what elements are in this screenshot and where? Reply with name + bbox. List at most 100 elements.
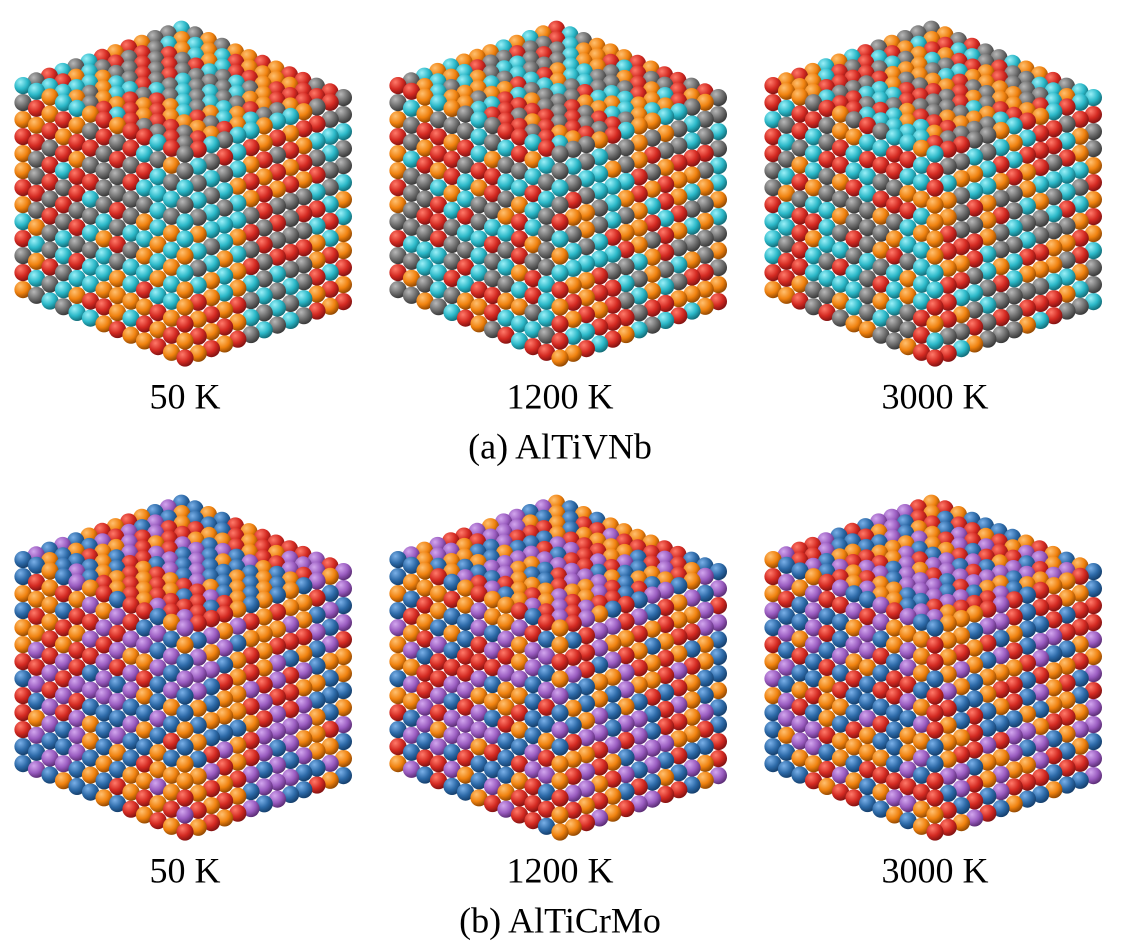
atom [524,795,542,813]
atom [68,641,86,660]
atom [764,721,782,739]
atom [818,709,836,728]
atom [81,664,100,682]
atom [885,128,904,146]
atom [14,721,32,739]
atom [1058,623,1076,641]
atom [81,613,100,631]
atom [657,717,675,736]
atom [149,134,167,152]
atom [122,766,140,784]
atom [1058,640,1076,658]
atom [670,594,688,612]
atom [176,179,194,197]
atom [416,562,434,580]
atom [858,235,877,254]
atom [176,806,194,824]
atom [630,168,648,186]
atom [510,162,529,180]
atom [1071,686,1089,704]
atom [591,335,609,353]
atom [939,293,957,311]
atom [229,177,247,195]
atom [979,804,997,822]
atom [604,330,622,348]
atom [470,315,488,333]
atom [242,206,260,225]
atom [939,327,957,345]
atom [135,230,154,248]
atom [162,647,181,665]
atom [777,573,796,591]
atom [657,632,675,651]
atom [630,236,648,254]
atom [402,235,421,253]
atom [14,128,32,146]
atom [189,293,207,311]
atom [818,99,836,117]
atom [1058,183,1076,201]
atom [979,719,997,737]
atom [229,804,247,822]
atom [551,653,569,671]
atom [1058,268,1076,286]
atom [483,794,502,813]
atom [95,281,113,299]
atom [216,605,234,623]
atom [670,577,688,595]
atom [229,211,247,229]
atom [1084,242,1102,260]
atom [443,133,461,151]
atom [108,777,127,796]
atom [389,619,407,637]
atom [162,207,181,225]
atom [524,185,542,203]
atom [845,704,863,722]
atom [992,257,1010,276]
atom [630,659,648,677]
atom [804,585,823,603]
atom [591,216,609,234]
atom [497,613,515,631]
atom [135,247,154,265]
atom [162,698,181,716]
atom [255,219,273,237]
atom [952,763,971,781]
atom [416,88,434,106]
atom [149,151,167,169]
atom [926,264,944,282]
atom [402,692,421,710]
atom [617,206,635,225]
atom [456,664,475,682]
atom [135,315,154,333]
atom [242,325,260,344]
atom [242,189,260,208]
atom [108,624,127,643]
atom [777,99,796,117]
atom [95,636,113,654]
atom [577,644,596,662]
atom [617,714,635,733]
atom [189,750,207,768]
atom [591,301,609,319]
atom [242,697,260,716]
atom [670,764,688,782]
atom [885,602,904,620]
atom [872,715,890,733]
atom [845,653,863,671]
atom-cube [14,494,352,841]
atom [696,178,714,196]
atom [429,128,448,146]
atom [1005,659,1023,677]
atom [604,787,622,805]
atom [41,122,59,140]
atom [429,145,448,163]
atom [282,277,300,295]
atom [804,264,823,282]
atom [845,196,863,214]
atom [176,213,194,231]
atom [992,274,1010,293]
atom [402,116,421,134]
atom [483,286,502,305]
atom [189,174,207,192]
